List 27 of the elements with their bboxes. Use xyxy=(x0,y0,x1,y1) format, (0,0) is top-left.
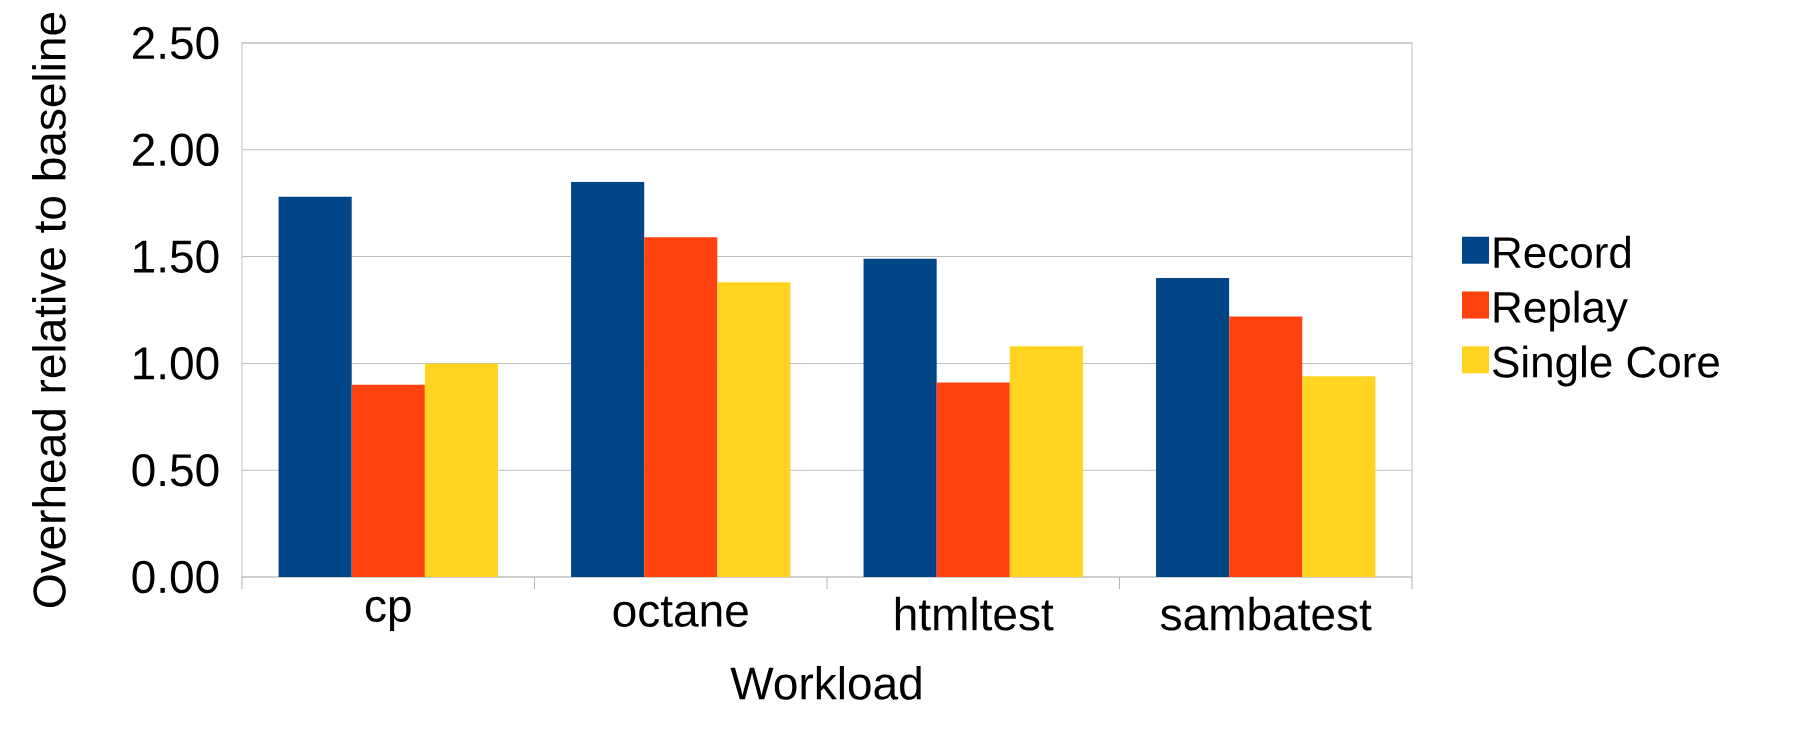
bar xyxy=(1009,346,1083,577)
bar xyxy=(278,196,352,577)
legend-label: Record xyxy=(1494,235,1630,269)
bar xyxy=(424,363,498,577)
x-tick-label: htmltest xyxy=(895,596,1054,631)
y-tick-label: 1.00 xyxy=(134,347,219,380)
bar xyxy=(351,384,425,577)
x-tick-label: sambatest xyxy=(1160,596,1372,631)
x-axis-title: Workload xyxy=(730,665,921,700)
bar xyxy=(1229,316,1303,577)
bar xyxy=(644,237,718,577)
legend-label: Replay xyxy=(1494,290,1628,332)
y-axis-title: Overhead relative to baseline xyxy=(32,12,66,607)
bar xyxy=(1302,376,1376,577)
y-tick-label: 2.00 xyxy=(132,133,219,167)
bar xyxy=(863,258,937,577)
x-tick-label: octane xyxy=(613,596,748,627)
bar xyxy=(717,282,791,577)
x-tick-label: cp xyxy=(365,596,411,632)
y-tick-label: 0.50 xyxy=(132,453,219,487)
y-tick-label: 0.00 xyxy=(132,560,219,594)
bar xyxy=(936,382,1010,577)
y-tick-label: 2.50 xyxy=(132,26,219,60)
legend-label: Single Core xyxy=(1493,345,1719,387)
y-tick-label: 1.50 xyxy=(134,240,219,273)
bar xyxy=(1156,277,1230,577)
bar xyxy=(571,181,645,577)
